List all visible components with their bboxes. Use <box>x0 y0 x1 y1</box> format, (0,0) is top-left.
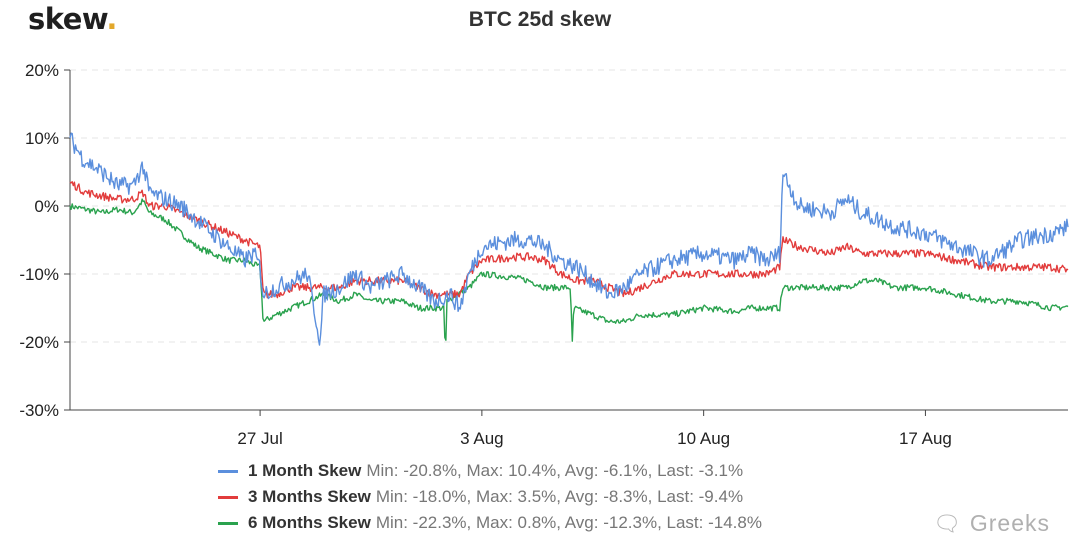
legend-swatch-6-months <box>218 521 238 525</box>
legend-series-name: 6 Months Skew <box>248 513 371 532</box>
legend-series-stats: Min: -20.8%, Max: 10.4%, Avg: -6.1%, Las… <box>366 461 744 480</box>
y-tick-label: 10% <box>25 129 59 148</box>
watermark: 🗨 Greeks <box>933 510 1050 537</box>
chart-title: BTC 25d skew <box>468 8 612 31</box>
series-line-3-months <box>69 181 1069 299</box>
x-tick-label: 17 Aug <box>899 429 952 448</box>
grid-lines <box>70 69 1068 343</box>
line-chart: 20% 10% 0% -10% -20% -30% 27 Jul 3 Aug 10 Aug 17 … <box>19 61 1069 448</box>
y-tick-label: -20% <box>19 333 59 352</box>
series-lines <box>69 132 1069 346</box>
x-tick-label: 27 Jul <box>237 429 282 448</box>
legend-series-name: 1 Month Skew <box>248 461 362 480</box>
watermark-text: Greeks <box>969 510 1050 536</box>
logo-text: skew <box>28 2 107 36</box>
x-tick-label: 3 Aug <box>460 429 504 448</box>
series-line-6-months <box>69 198 1069 342</box>
legend-item-1-month[interactable]: 1 Month Skew Min: -20.8%, Max: 10.4%, Av… <box>218 458 762 484</box>
legend-series-stats: Min: -18.0%, Max: 3.5%, Avg: -8.3%, Last… <box>375 487 744 506</box>
legend: 1 Month Skew Min: -20.8%, Max: 10.4%, Av… <box>218 458 762 536</box>
skew-logo: skew. <box>28 2 117 36</box>
x-tick-label: 10 Aug <box>677 429 730 448</box>
legend-series-name: 3 Months Skew <box>248 487 371 506</box>
wechat-icon: 🗨 <box>932 510 962 536</box>
legend-item-6-months[interactable]: 6 Months Skew Min: -22.3%, Max: 0.8%, Av… <box>218 510 762 536</box>
y-tick-label: -10% <box>19 265 59 284</box>
y-tick-label: 20% <box>25 61 59 80</box>
legend-series-stats: Min: -22.3%, Max: 0.8%, Avg: -12.3%, Las… <box>375 513 762 532</box>
legend-item-3-months[interactable]: 3 Months Skew Min: -18.0%, Max: 3.5%, Av… <box>218 484 762 510</box>
axes: 20% 10% 0% -10% -20% -30% 27 Jul 3 Aug 10 Aug 17 … <box>19 61 1068 448</box>
y-tick-label: 0% <box>34 197 59 216</box>
y-tick-label: -30% <box>19 401 59 420</box>
logo-dot: . <box>106 2 117 36</box>
legend-swatch-1-month <box>218 469 238 473</box>
series-line-1-month <box>69 132 1069 346</box>
legend-swatch-3-months <box>218 495 238 499</box>
